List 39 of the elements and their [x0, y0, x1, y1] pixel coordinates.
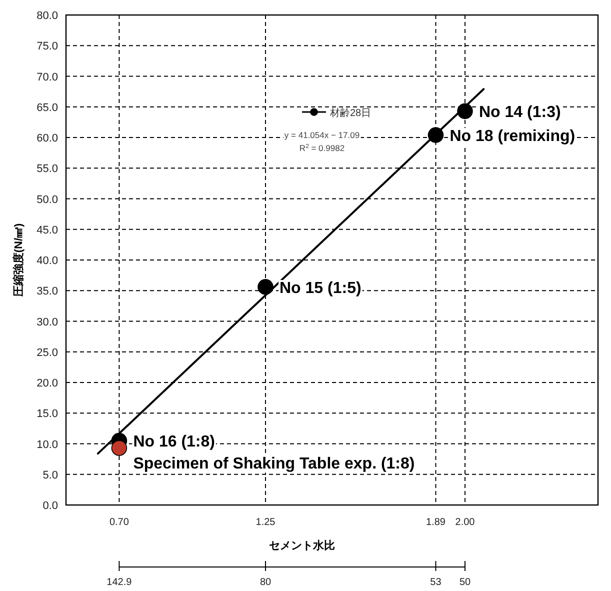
- annotation: No 16 (1:8): [133, 434, 215, 451]
- y-tick-label: 55.0: [36, 163, 58, 176]
- y-tick-label: 80.0: [36, 10, 58, 22]
- y-tick-label: 25.0: [36, 346, 58, 359]
- y-tick-label: 45.0: [36, 224, 58, 236]
- x-tick-label: 0.70: [109, 517, 130, 528]
- annotation: No 18 (remixing): [450, 128, 576, 146]
- point: [258, 279, 274, 295]
- x-tick-label: 1.89: [426, 517, 446, 528]
- annotation: 80: [260, 577, 272, 588]
- annotation: R$^{2}$ = 0.9982: [299, 143, 345, 153]
- annotation: 142.9: [106, 577, 132, 588]
- y-tick-label: 70.0: [36, 71, 58, 84]
- y-tick-label: 30.0: [36, 316, 58, 328]
- annotation: 53: [430, 577, 442, 588]
- y-tick-label: 20.0: [36, 378, 58, 390]
- annotation: 50: [459, 577, 471, 588]
- point: [111, 440, 128, 456]
- y-tick-label: 65.0: [36, 102, 58, 114]
- point: [457, 103, 473, 120]
- y-tick-label: 50.0: [36, 194, 58, 206]
- legend-label: 材齢28日: [329, 107, 372, 119]
- annotation: y = 41.054x − 17.09: [284, 130, 360, 140]
- annotation: No 15 (1:5): [280, 280, 362, 297]
- x-tick-label: 1.25: [256, 517, 276, 528]
- y-tick-label: 75.0: [36, 40, 58, 53]
- annotation: Specimen of Shaking Table exp. (1:8): [133, 456, 415, 473]
- y-tick-label: 40.0: [36, 255, 58, 267]
- point: [428, 127, 444, 143]
- y-tick-label: 10.0: [36, 438, 58, 451]
- annotation: No 14 (1:3): [479, 104, 561, 122]
- y-tick-label: 0.0: [42, 500, 58, 512]
- y-tick-label: 15.0: [36, 408, 58, 420]
- y-tick-label: 35.0: [36, 286, 58, 298]
- y-tick-label: 60.0: [36, 132, 58, 144]
- x-axis-title: セメント水比: [269, 539, 335, 552]
- y-tick-label: 5.0: [42, 469, 58, 482]
- y-axis-title: 圧縮強度(N/㎟): [12, 223, 25, 298]
- x-tick-label: 2.00: [455, 517, 476, 528]
